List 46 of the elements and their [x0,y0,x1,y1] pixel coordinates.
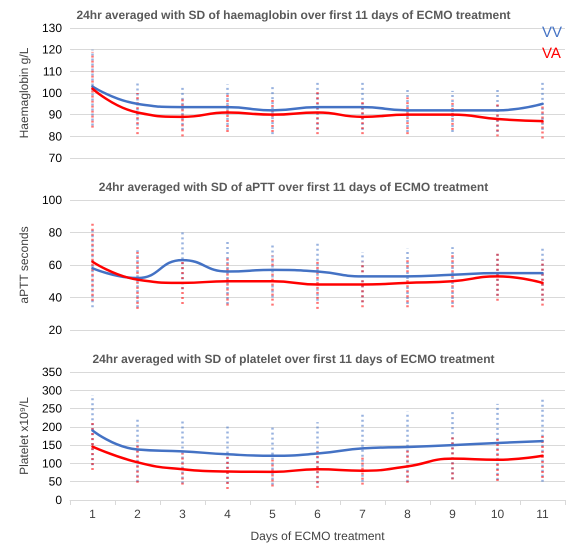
x-axis-title: Days of ECMO treatment [250,529,386,543]
y-tick-label: 100 [42,456,62,470]
line-series [91,429,544,457]
y-tick-label: 130 [42,21,62,35]
x-tick-label: 7 [359,507,366,521]
y-tick-label: 120 [42,42,62,57]
x-tick-label: 5 [269,507,276,521]
chart-title: 24hr averaged with SD of platelet over first 11 days of ECMO treatment [92,352,495,366]
y-tick-label: 100 [42,86,62,100]
line-series [91,85,544,112]
y-axis-title: Platelet x10⁹/L [17,396,31,475]
y-tick-label: 70 [48,151,62,165]
y-tick-label: 200 [42,420,62,434]
y-tick-label: 20 [48,323,62,337]
x-tick-label: 8 [404,507,412,521]
y-axis-title: aPTT seconds [17,226,31,304]
text: VV [542,24,562,41]
y-tick-label: 0 [55,493,62,507]
y-tick-label: 100 [42,193,62,207]
y-axis-title: Haemaglobin g/L [17,47,31,138]
x-tick-label: 1 [89,507,96,521]
chart-title: 24hr averaged with SD of haemaglobin over first 11 days of ECMO treatment [76,8,511,22]
x-tick-label: 9 [449,507,456,521]
line-series [91,87,544,122]
x-tick-label: 3 [179,507,186,521]
x-tick-label: 2 [134,507,142,521]
y-tick-label: 80 [48,226,62,240]
line-series [91,445,544,474]
x-tick-label: 6 [314,507,322,521]
line-series [91,260,544,286]
y-tick-label: 250 [42,402,62,416]
x-tick-label: 11 [536,507,550,521]
y-tick-label: 150 [42,438,62,452]
x-tick-label: 10 [490,507,504,521]
y-tick-label: 350 [42,365,62,379]
x-tick-label: 4 [224,507,232,521]
line-series [91,258,544,280]
y-tick-label: 90 [48,108,62,122]
y-tick-label: 110 [42,64,62,78]
y-tick-label: 80 [48,129,62,144]
chart-title: 24hr averaged with SD of aPTT over first 11 days of ECMO treatment [98,180,488,194]
y-tick-label: 40 [48,290,62,304]
y-tick-label: 60 [48,258,62,272]
y-tick-label: 50 [48,474,62,489]
y-tick-label: 300 [42,383,62,398]
text: VA [542,45,561,62]
